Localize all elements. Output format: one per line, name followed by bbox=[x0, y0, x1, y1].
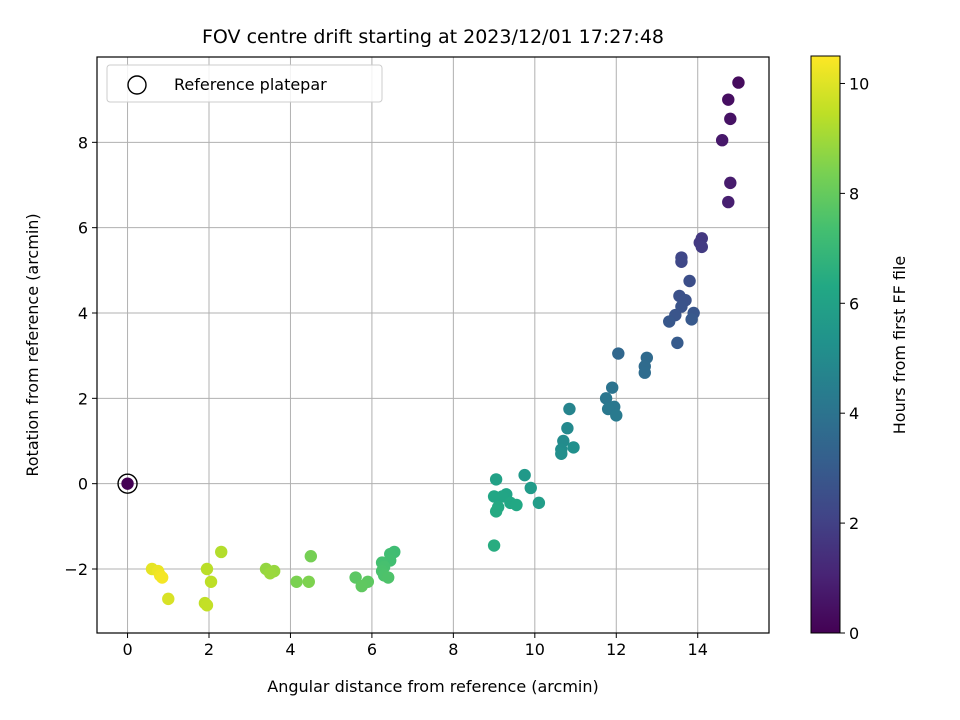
colorbar-tick-label: 6 bbox=[849, 294, 859, 313]
colorbar-tick-label: 2 bbox=[849, 514, 859, 533]
data-point bbox=[355, 579, 368, 593]
legend-box bbox=[106, 64, 383, 103]
data-point bbox=[663, 315, 676, 328]
data-point bbox=[382, 571, 395, 584]
chart-title: FOV centre drift starting at 2023/12/01 … bbox=[202, 26, 664, 48]
y-axis-label: Rotation from reference (arcmin) bbox=[23, 213, 42, 476]
x-tick-label: 12 bbox=[606, 640, 626, 659]
x-axis-ticks: 0 2 4 6 8 10 12 14 bbox=[122, 633, 708, 659]
data-point bbox=[532, 496, 546, 510]
x-tick-label: 14 bbox=[688, 640, 708, 659]
data-point bbox=[683, 274, 696, 288]
data-point bbox=[263, 567, 277, 580]
data-point bbox=[695, 240, 708, 254]
data-point bbox=[162, 592, 175, 606]
data-point bbox=[563, 402, 576, 416]
data-point bbox=[121, 477, 134, 490]
colorbar-tick-label: 8 bbox=[849, 184, 859, 203]
y-tick-label: 8 bbox=[78, 133, 88, 152]
x-tick-label: 2 bbox=[204, 640, 214, 659]
data-point bbox=[155, 571, 169, 584]
data-point bbox=[200, 562, 214, 576]
data-point bbox=[606, 381, 619, 394]
data-point bbox=[204, 575, 218, 588]
data-point bbox=[671, 336, 684, 350]
data-point bbox=[487, 490, 501, 503]
data-point bbox=[722, 195, 735, 209]
colorbar bbox=[810, 55, 841, 634]
data-point bbox=[510, 498, 523, 512]
data-point bbox=[610, 409, 623, 422]
data-point bbox=[675, 300, 688, 313]
data-point bbox=[524, 481, 537, 495]
data-point bbox=[715, 134, 729, 147]
data-point bbox=[599, 392, 613, 405]
data-point bbox=[561, 422, 574, 435]
data-point bbox=[215, 545, 228, 559]
data-point bbox=[675, 255, 688, 268]
data-point bbox=[685, 313, 698, 326]
x-tick-label: 8 bbox=[448, 640, 458, 659]
data-point bbox=[290, 575, 303, 588]
data-point bbox=[732, 76, 745, 89]
data-point bbox=[567, 441, 580, 454]
legend: Reference platepar bbox=[106, 64, 383, 103]
data-point bbox=[722, 93, 735, 106]
data-point bbox=[555, 447, 568, 460]
data-point bbox=[489, 473, 503, 486]
data-point bbox=[518, 468, 531, 482]
legend-label: Reference platepar bbox=[174, 75, 327, 94]
x-tick-label: 10 bbox=[525, 640, 545, 659]
y-tick-label: 2 bbox=[78, 389, 88, 408]
data-point bbox=[724, 176, 737, 190]
y-tick-label: 0 bbox=[78, 475, 88, 494]
data-point bbox=[487, 539, 501, 552]
x-axis-label: Angular distance from reference (arcmin) bbox=[267, 677, 598, 696]
reference-platepar-marker bbox=[117, 473, 138, 494]
x-tick-label: 6 bbox=[367, 640, 377, 659]
data-point bbox=[302, 575, 315, 588]
data-point bbox=[638, 366, 651, 379]
y-axis-ticks: −2 0 2 4 6 8 bbox=[64, 133, 97, 579]
y-tick-label: 4 bbox=[78, 304, 88, 323]
data-point bbox=[200, 599, 214, 612]
colorbar-ticks: 0 2 4 6 8 10 bbox=[840, 74, 869, 643]
points-layer bbox=[117, 76, 745, 612]
data-point bbox=[612, 347, 625, 360]
data-point bbox=[349, 571, 362, 584]
legend-marker-open-circle bbox=[127, 75, 147, 95]
colorbar-tick-label: 10 bbox=[849, 74, 869, 93]
colorbar-label: Hours from first FF file bbox=[890, 256, 909, 435]
y-tick-label: 6 bbox=[78, 219, 88, 238]
colorbar-tick-label: 4 bbox=[849, 404, 859, 423]
grid-layer bbox=[97, 57, 769, 633]
data-point bbox=[304, 550, 318, 563]
x-tick-label: 4 bbox=[285, 640, 295, 659]
y-tick-label: −2 bbox=[64, 560, 88, 579]
data-point bbox=[489, 505, 503, 518]
x-tick-label: 0 bbox=[122, 640, 132, 659]
colorbar-tick-label: 0 bbox=[849, 624, 859, 643]
plot-frame bbox=[96, 56, 770, 634]
data-point bbox=[724, 112, 737, 126]
